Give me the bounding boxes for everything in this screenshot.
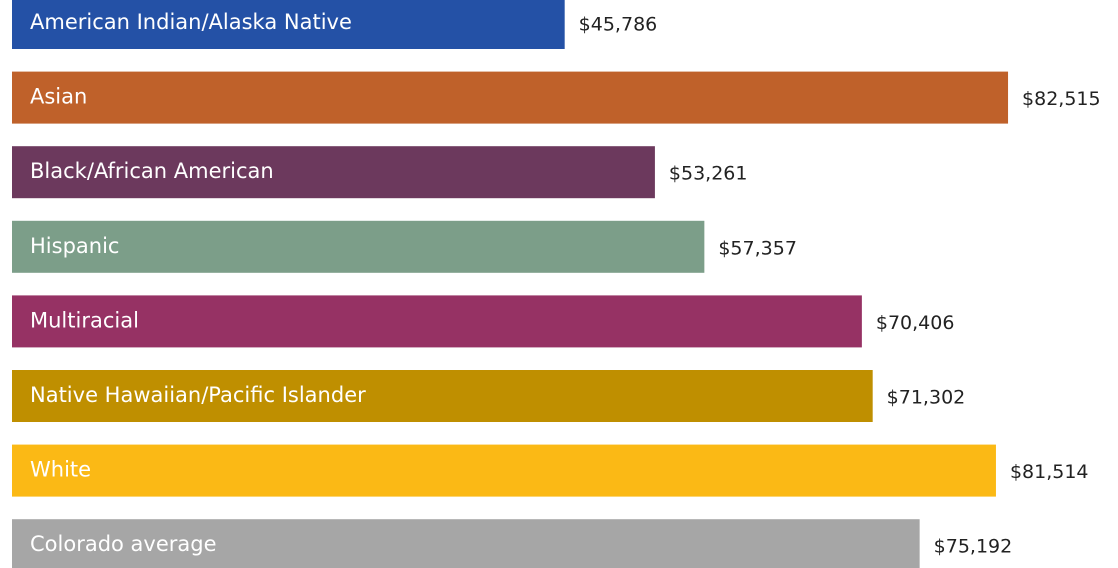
category-label: American Indian/Alaska Native <box>30 10 352 34</box>
bar <box>12 146 655 199</box>
category-label: Multiracial <box>30 308 139 332</box>
value-label: $82,515 <box>1022 88 1101 110</box>
bar <box>12 444 996 497</box>
category-label: Asian <box>30 85 87 109</box>
value-label: $57,357 <box>718 237 797 259</box>
value-label: $53,261 <box>669 163 748 185</box>
bar <box>12 519 920 568</box>
bar <box>12 295 862 348</box>
value-label: $70,406 <box>876 312 955 334</box>
value-label: $75,192 <box>934 536 1013 558</box>
category-label: White <box>30 458 91 482</box>
value-label: $81,514 <box>1010 461 1089 483</box>
value-label: $71,302 <box>887 387 966 409</box>
value-label: $45,786 <box>579 14 658 36</box>
category-label: Black/African American <box>30 159 274 183</box>
bar <box>12 220 705 273</box>
bar <box>12 370 873 422</box>
bar <box>12 0 565 49</box>
category-label: Native Hawaiian/Pacific Islander <box>30 383 366 407</box>
category-label: Hispanic <box>30 234 119 258</box>
bar <box>12 71 1009 124</box>
category-label: Colorado average <box>30 532 217 556</box>
